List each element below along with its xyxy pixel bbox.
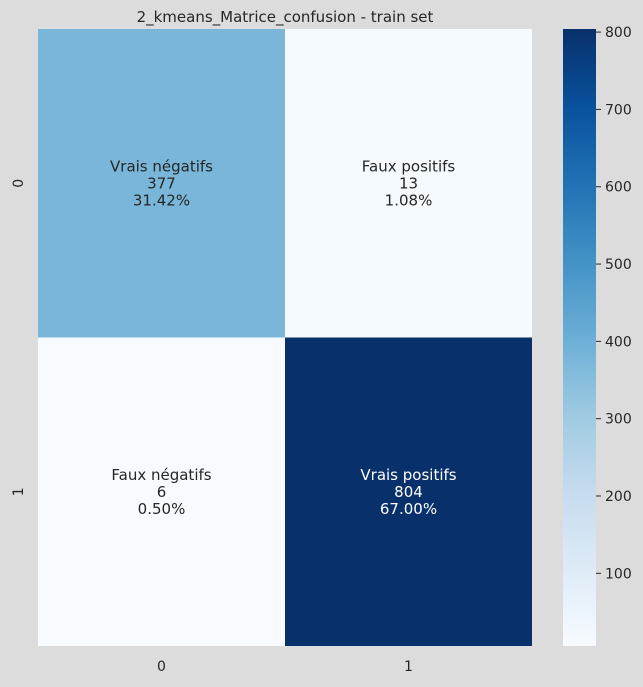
colorbar-tick-label-1: 200 [605, 489, 632, 505]
y-tick-label-0: 0 [11, 179, 27, 188]
colorbar-tick-label-2: 300 [605, 412, 632, 428]
x-tick-label-1: 1 [404, 659, 413, 675]
colorbar-tick-label-4: 500 [605, 257, 632, 273]
heatmap-cell-0-1 [285, 29, 532, 338]
colorbar-tick-label-6: 700 [605, 102, 632, 118]
y-axis-ticks: 01 [11, 179, 27, 496]
cell-label-1-1: Vrais positifs [360, 466, 456, 484]
cell-count-1-0: 6 [157, 483, 167, 501]
cell-label-1-0: Faux négatifs [111, 466, 211, 484]
chart-title: 2_kmeans_Matrice_confusion - train set [137, 8, 434, 27]
cell-label-0-1: Faux positifs [362, 157, 456, 175]
colorbar-tick-label-0: 100 [605, 566, 632, 582]
colorbar-tick-label-3: 400 [605, 334, 632, 350]
heatmap-cell-0-0 [38, 29, 285, 338]
x-tick-label-0: 0 [157, 659, 166, 675]
y-tick-label-1: 1 [11, 487, 27, 496]
colorbar [563, 29, 596, 646]
cell-count-0-1: 13 [399, 174, 418, 192]
heatmap-cell-1-1 [285, 337, 532, 646]
cell-count-1-1: 804 [394, 483, 423, 501]
heatmap-cells [38, 29, 532, 646]
cell-percent-1-1: 67.00% [380, 500, 437, 518]
colorbar-tick-label-5: 600 [605, 180, 632, 196]
cell-percent-1-0: 0.50% [138, 500, 186, 518]
heatmap-cell-1-0 [38, 337, 285, 646]
cell-count-0-0: 377 [147, 174, 176, 192]
cell-label-0-0: Vrais négatifs [110, 157, 213, 175]
cell-percent-0-1: 1.08% [385, 191, 433, 209]
colorbar-ticks: 100 200 300 400 500 600 700 800 [596, 25, 632, 582]
cell-percent-0-0: 31.42% [133, 191, 190, 209]
colorbar-tick-label-7: 800 [605, 25, 632, 41]
